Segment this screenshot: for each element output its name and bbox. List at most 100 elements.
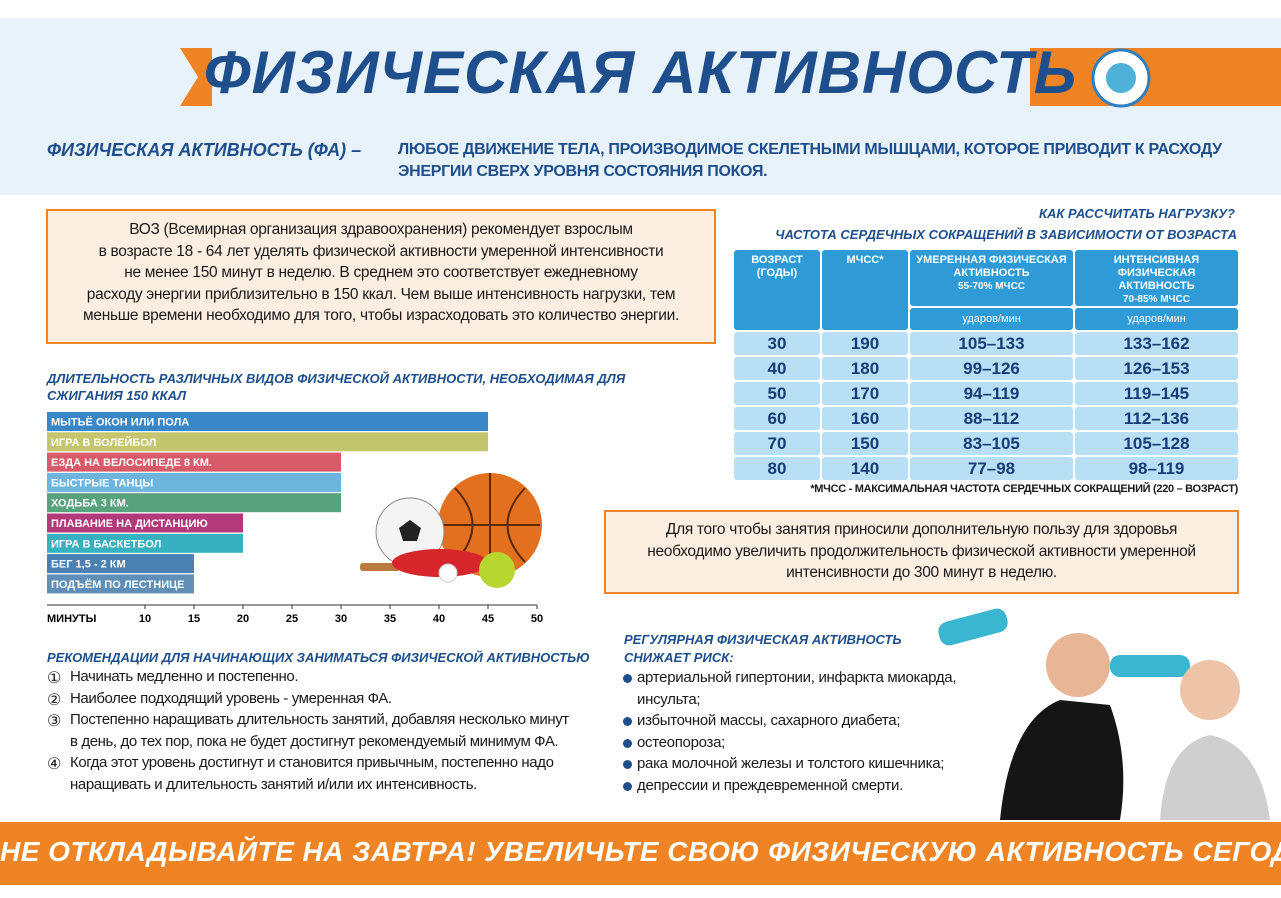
data-cell: 99–126 xyxy=(910,357,1073,380)
data-cell: 40 xyxy=(734,357,820,380)
x-tick-label: 25 xyxy=(286,613,298,625)
header-text: ВОЗРАСТ (ГОДЫ) xyxy=(751,254,803,279)
dumbbell-2 xyxy=(1110,655,1190,677)
header-band xyxy=(0,18,1281,195)
definition-line: ЛЮБОЕ ДВИЖЕНИЕ ТЕЛА, ПРОИЗВОДИМОЕ СКЕЛЕТ… xyxy=(398,141,1222,158)
x-tick-label: 40 xyxy=(433,613,445,625)
tennis-ball xyxy=(479,552,515,588)
person-head xyxy=(1046,633,1110,697)
units-cell: ударов/мин xyxy=(1075,308,1238,330)
who-note-line: в возрасте 18 - 64 лет уделять физическо… xyxy=(98,242,664,260)
header-row: ВОЗРАСТ (ГОДЫ) МЧСС* УМЕРЕННАЯ ФИЗИЧЕСКАЯ … xyxy=(734,250,1238,330)
risk-text: остеопороза; xyxy=(623,733,725,751)
header-text: МЧСС* xyxy=(846,254,884,266)
data-cell: 83–105 xyxy=(910,432,1073,455)
risks-title: РЕГУЛЯРНАЯ ФИЗИЧЕСКАЯ АКТИВНОСТЬ xyxy=(624,632,902,647)
bar-chart: МЫТЬЁ ОКОН ИЛИ ПОЛА ИГРА В ВОЛЕЙБОЛ ЕЗДА Н… xyxy=(47,412,543,625)
data-cell: 105–133 xyxy=(910,332,1073,355)
dumbbell xyxy=(938,608,1008,646)
soccer-patch xyxy=(399,520,421,541)
paddle xyxy=(392,549,488,577)
data-cell: 140 xyxy=(822,457,908,480)
bar xyxy=(47,472,341,492)
bar xyxy=(47,493,341,513)
bar-label: ИГРА В ВОЛЕЙБОЛ xyxy=(51,436,156,449)
x-axis-label: МИНУТЫ xyxy=(47,613,97,625)
who-note-line: не менее 150 минут в неделю. В среднем э… xyxy=(124,264,638,281)
bar xyxy=(47,533,243,553)
person-2-torso xyxy=(1160,735,1270,820)
bar xyxy=(47,412,488,431)
who-note-line: меньше времени необходимо для того, чтоб… xyxy=(83,307,679,324)
data-cell: 112–136 xyxy=(1075,407,1238,430)
ribbon-left xyxy=(180,48,212,106)
table-footnote: *МЧСС - МАКСИМАЛЬНАЯ ЧАСТОТА СЕРДЕЧНЫХ С… xyxy=(810,483,1238,495)
x-tick-label: 20 xyxy=(237,613,249,625)
heart-rate-table: ВОЗРАСТ (ГОДЫ) МЧСС* УМЕРЕННАЯ ФИЗИЧЕСКАЯ … xyxy=(732,248,1240,482)
bar xyxy=(47,513,243,533)
item-text: Когда этот уровень достигнут и становитс… xyxy=(70,754,554,771)
x-tick-label: 30 xyxy=(335,613,347,625)
data-row: 60 160 88–112 112–136 xyxy=(734,407,1238,430)
data-cell: 190 xyxy=(822,332,908,355)
units-row: ударов/мин ударов/мин xyxy=(734,308,1238,330)
item-text: наращивать и длительность занятий и/или … xyxy=(70,775,477,793)
data-cell: 150 xyxy=(822,432,908,455)
header-cell: МЧСС* xyxy=(822,250,908,330)
risks-title: СНИЖАЕТ РИСК: xyxy=(624,650,734,665)
recommendations-title: РЕКОМЕНДАЦИИ ДЛЯ НАЧИНАЮЩИХ ЗАНИМАТЬСЯ Ф… xyxy=(47,650,590,665)
bar-label: БЕГ 1,5 - 2 КМ xyxy=(51,559,126,571)
bar-label: БЫСТРЫЕ ТАНЦЫ xyxy=(51,477,154,489)
header-cell: ИНТЕНСИВНАЯ ФИЗИЧЕСКАЯ АКТИВНОСТЬ 70-85% … xyxy=(1075,250,1238,306)
item-marker: ① xyxy=(47,670,62,687)
risk-text: артериальной гипертонии, инфаркта миокар… xyxy=(622,669,957,686)
x-tick-label: 35 xyxy=(384,613,396,625)
data-cell: 70 xyxy=(734,432,820,455)
bar-label: МЫТЬЁ ОКОН ИЛИ ПОЛА xyxy=(51,416,189,429)
data-cell: 160 xyxy=(822,407,908,430)
item-marker: ③ xyxy=(47,713,62,730)
x-tick-label: 45 xyxy=(482,613,494,625)
bar xyxy=(47,574,194,594)
bar-label: ЕЗДА НА ВЕЛОСИПЕДЕ 8 КМ. xyxy=(51,457,212,469)
header-range: 70-85% МЧСС xyxy=(1122,294,1191,305)
item-text: в день, до тех пор, пока не будет достиг… xyxy=(70,732,559,750)
who-note-line: расходу энергии приблизительно в 150 кка… xyxy=(86,285,676,303)
data-row: 70 150 83–105 105–128 xyxy=(734,432,1238,455)
title: ФИЗИЧЕСКАЯ АКТИВНОСТЬ xyxy=(203,39,1078,106)
extra-note-line: Для того чтобы занятия приносили дополни… xyxy=(665,521,1178,538)
header-cell: ВОЗРАСТ (ГОДЫ) xyxy=(734,250,820,330)
data-cell: 77–98 xyxy=(910,457,1073,480)
paddle-handle xyxy=(360,563,400,571)
note-box xyxy=(604,510,1239,594)
header-text: УМЕРЕННАЯ ФИЗИЧЕСКАЯ АКТИВНОСТЬ xyxy=(916,254,1067,279)
data-cell: 170 xyxy=(822,382,908,405)
table-title: ЧАСТОТА СЕРДЕЧНЫХ СОКРАЩЕНИЙ В ЗАВИСИМОС… xyxy=(775,227,1237,242)
data-row: 50 170 94–119 119–145 xyxy=(734,382,1238,405)
bar xyxy=(47,452,341,472)
data-cell: 94–119 xyxy=(910,382,1073,405)
definition-term: ФИЗИЧЕСКАЯ АКТИВНОСТЬ (ФА) – xyxy=(47,140,362,160)
data-cell: 50 xyxy=(734,382,820,405)
item-text: Наиболее подходящий уровень - умеренная … xyxy=(70,689,392,707)
x-tick-label: 50 xyxy=(531,613,543,625)
data-cell: 98–119 xyxy=(1075,457,1238,480)
footer-band xyxy=(0,822,1281,885)
chart-title: ДЛИТЕЛЬНОСТЬ РАЗЛИЧНЫХ ВИДОВ ФИЗИЧЕСКОЙ … xyxy=(47,371,626,403)
item-marker: ② xyxy=(47,691,62,709)
logo-inner xyxy=(1106,63,1136,93)
bar xyxy=(47,554,194,574)
data-cell: 88–112 xyxy=(910,407,1073,430)
x-tick-label: 10 xyxy=(139,613,151,625)
bar-label: ПЛАВАНИЕ НА ДИСТАНЦИЮ xyxy=(51,518,208,530)
person-torso xyxy=(1000,700,1124,820)
data-row: 30 190 105–133 133–162 xyxy=(734,332,1238,355)
who-box xyxy=(46,209,716,344)
risk-text: избыточной массы, сахарного диабета; xyxy=(622,712,901,729)
data-cell: 105–128 xyxy=(1075,432,1238,455)
bar xyxy=(47,432,488,452)
risk-text: рака молочной железы и толстого кишечник… xyxy=(622,755,945,772)
x-tick-label: 15 xyxy=(188,613,200,625)
